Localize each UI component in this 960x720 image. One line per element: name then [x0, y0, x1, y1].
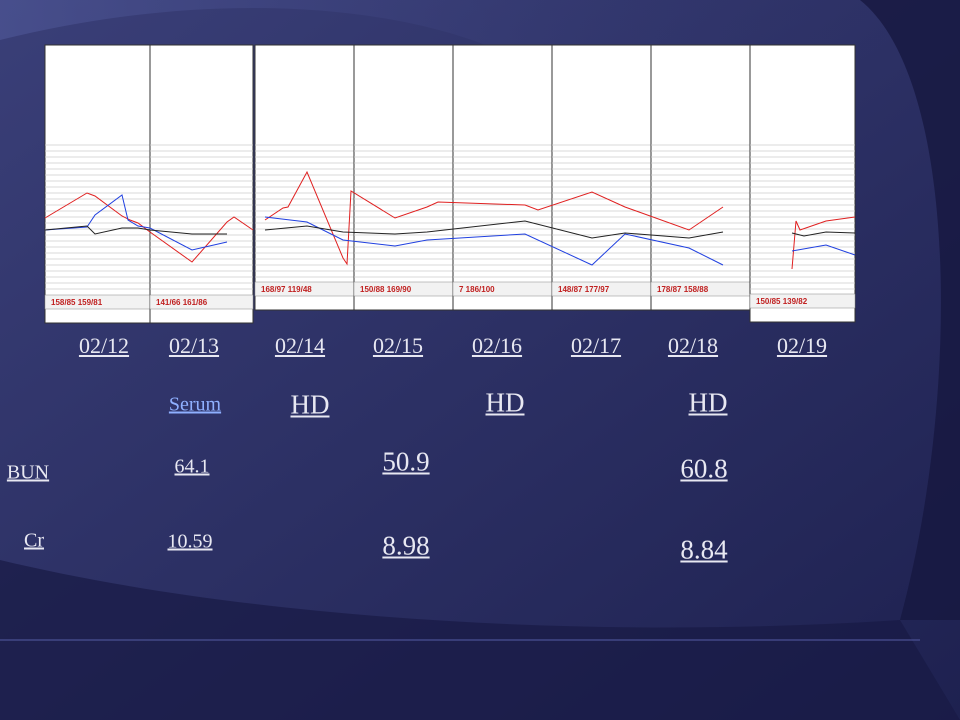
bp-caption: 150/85 139/82: [756, 297, 808, 306]
bp-caption: 150/88 169/90: [360, 285, 412, 294]
lab-value: 8.84: [680, 534, 728, 565]
row-label: Cr: [24, 529, 44, 552]
panel: [452, 44, 553, 311]
lab-value: 8.98: [382, 530, 430, 561]
lab-value: 64.1: [174, 455, 210, 478]
bp-caption: 148/87 177/97: [558, 285, 610, 294]
lab-value: 50.9: [382, 446, 430, 477]
bp-caption: 141/66 161/86: [156, 298, 208, 307]
caption-bar: [749, 293, 856, 309]
bp-caption: 158/85 159/81: [51, 298, 103, 307]
date-label: 02/12: [78, 333, 130, 358]
bp-caption: 168/97 119/48: [261, 285, 312, 294]
date-label: 02/18: [667, 333, 719, 358]
panel: [353, 44, 454, 311]
bp-caption: 178/87 158/88: [657, 285, 709, 294]
panel: [650, 44, 751, 311]
date-label: 02/17: [570, 333, 622, 358]
date-label: 02/13: [168, 333, 220, 358]
hd-label: HD: [688, 387, 728, 418]
date-label: 02/15: [372, 333, 424, 358]
panel: [149, 44, 254, 324]
panel: [44, 44, 151, 324]
date-label: 02/16: [471, 333, 523, 358]
serum-label: Serum: [168, 393, 222, 416]
bp-caption: 7 186/100: [459, 285, 495, 294]
panel: [551, 44, 652, 311]
date-label: 02/19: [776, 333, 828, 358]
lab-value: 10.59: [167, 530, 213, 553]
hd-label: HD: [485, 387, 525, 418]
date-label: 02/14: [274, 333, 326, 358]
row-label: BUN: [6, 461, 50, 484]
lab-value: 60.8: [680, 453, 728, 484]
caption-bar: [149, 294, 254, 310]
panel: [749, 44, 856, 323]
hd-label: HD: [290, 389, 330, 420]
